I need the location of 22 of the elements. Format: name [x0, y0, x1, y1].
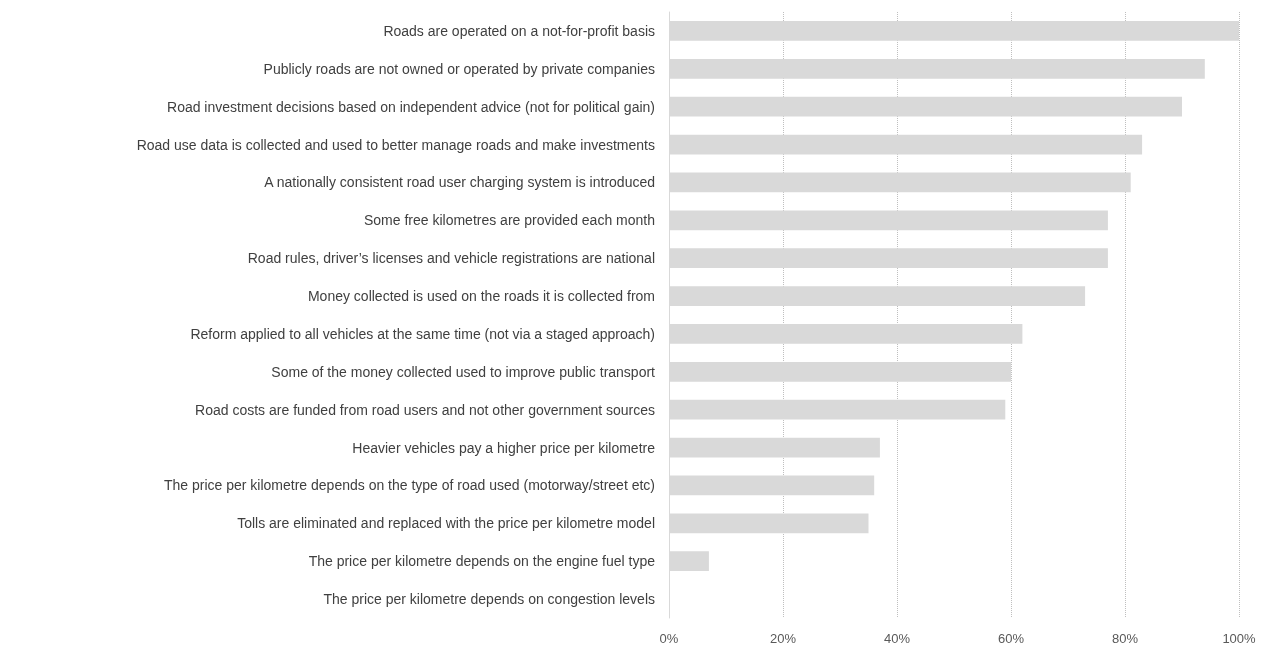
y-tick-label: Road costs are funded from road users and not other government sources [195, 401, 655, 418]
y-tick-label: The price per kilometre depends on the type of road used (motorway/street etc) [163, 477, 655, 494]
y-tick-label: The price per kilometre depends on congestion levels [323, 591, 655, 608]
y-tick-label: The price per kilometre depends on the engine fuel type [308, 553, 656, 570]
y-tick-label: Heavier vehicles pay a higher price per kilometre [352, 439, 656, 456]
y-tick-label: Road use data is collected and used to better manage roads and make investments [136, 136, 655, 153]
y-tick-label: Money collected is used on the roads it is collected from [307, 288, 655, 305]
y-tick-label: Some free kilometres are provided each month [363, 212, 655, 229]
y-tick-label: Road investment decisions based on independent advice (not for political gain) [167, 98, 655, 115]
y-tick-label: A nationally consistent road user charging system is introduced [264, 174, 655, 191]
x-tick-label: 80% [1111, 631, 1139, 646]
x-tick-label: 20% [769, 631, 797, 646]
x-tick-label: 0% [659, 631, 679, 646]
x-tick-label: 100% [1222, 631, 1257, 646]
y-tick-label: Some of the money collected used to improve public transport [271, 363, 656, 380]
y-tick-label: Tolls are eliminated and replaced with the price per kilometre model [237, 515, 655, 532]
y-tick-label: Publicly roads are not owned or operated by private companies [263, 60, 655, 77]
x-tick-label: 60% [997, 631, 1025, 646]
y-tick-label: Reform applied to all vehicles at the same time (not via a staged approach) [190, 325, 655, 342]
y-tick-label: Roads are operated on a not-for-profit basis [383, 22, 655, 39]
x-tick-label: 40% [883, 631, 911, 646]
y-tick-label: Road rules, driver’s licenses and vehicle registrations are national [247, 250, 655, 267]
